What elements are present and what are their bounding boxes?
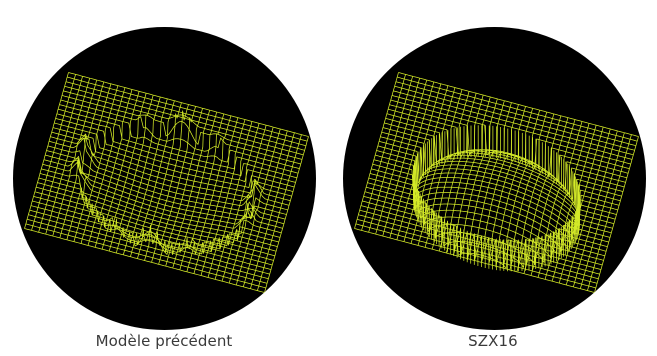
flat-mesh-col: [108, 94, 154, 252]
dome-mesh-col: [410, 87, 456, 244]
flat-mesh-col: [24, 72, 69, 229]
dome-mesh-col: [516, 115, 562, 272]
dome-mesh-col: [431, 93, 477, 250]
mesh-lines: [354, 72, 639, 293]
flat-mesh-col: [45, 77, 91, 235]
dome-mesh-col: [488, 108, 533, 268]
flat-mesh-col: [66, 83, 112, 240]
flat-mesh-col: [87, 89, 133, 246]
flat-mesh-col: [200, 119, 246, 276]
flat-mesh-col: [228, 126, 274, 284]
dome-mesh-col: [587, 134, 632, 291]
flat-mesh-col: [257, 134, 302, 291]
comparison-panel-previous-model: Modèle précédent: [0, 0, 328, 356]
flat-mesh-col: [73, 85, 119, 242]
flat-mesh-col: [52, 79, 98, 237]
dome-mesh-col: [594, 136, 639, 293]
flat-mesh-col: [242, 130, 288, 288]
viewfield-szx16: [343, 27, 646, 330]
dome-mesh-col: [403, 85, 449, 242]
flat-mesh-col: [165, 109, 211, 267]
flat-mesh-col: [172, 111, 218, 269]
flat-mesh-col: [151, 106, 196, 263]
dome-mesh-col: [354, 72, 399, 229]
flat-mesh-col: [122, 98, 168, 256]
flat-mesh-col: [137, 102, 182, 259]
flat-mesh-col: [115, 96, 161, 254]
dome-mesh-col: [361, 74, 406, 231]
dome-mesh-col: [565, 128, 611, 286]
flat-mesh-col: [130, 100, 175, 257]
viewfield-previous-model: [13, 27, 316, 330]
dome-mesh-col: [558, 126, 604, 284]
caption-previous-model: Modèle précédent: [95, 332, 233, 350]
dome-mesh-col: [580, 132, 625, 289]
dome-mesh-col: [509, 113, 555, 271]
flat-mesh-col: [250, 132, 295, 289]
comparison-panel-szx16: SZX16: [329, 0, 657, 356]
flat-mesh-col: [38, 76, 83, 233]
flat-mesh-col: [31, 74, 76, 231]
flat-mesh-col: [264, 136, 309, 293]
wireframe-render-dome: [343, 27, 646, 330]
dome-mesh-col: [460, 100, 505, 260]
flat-mesh-col: [144, 104, 189, 261]
dome-mesh-col: [424, 91, 470, 248]
flat-mesh-col: [80, 87, 126, 244]
flat-mesh-col: [59, 81, 105, 239]
dome-mesh-col: [389, 81, 435, 239]
flat-mesh-col: [179, 113, 225, 271]
caption-szx16: SZX16: [468, 332, 518, 350]
flat-mesh-col: [186, 115, 232, 272]
dome-mesh-col: [396, 83, 442, 240]
dome-mesh-col: [530, 119, 576, 276]
flat-mesh-col: [207, 121, 253, 278]
flat-mesh-col: [158, 108, 203, 265]
dome-mesh-col: [438, 94, 484, 252]
flat-mesh-col: [193, 117, 239, 274]
wireframe-render-flat: [13, 27, 316, 330]
dome-mesh-col: [523, 117, 569, 274]
mesh-lines: [24, 72, 309, 293]
dome-mesh-col: [502, 111, 548, 269]
dome-mesh-col: [382, 79, 428, 237]
dome-mesh-col: [368, 76, 413, 233]
flat-mesh-col: [214, 123, 260, 280]
flat-mesh-col: [235, 128, 281, 286]
flat-mesh-col: [101, 93, 147, 250]
dome-mesh-col: [544, 123, 590, 280]
dome-mesh-col: [375, 77, 421, 235]
dome-mesh-col: [495, 109, 541, 267]
flat-mesh-col: [94, 91, 140, 248]
flat-mesh-col: [221, 125, 267, 282]
dome-mesh-col: [572, 130, 618, 288]
